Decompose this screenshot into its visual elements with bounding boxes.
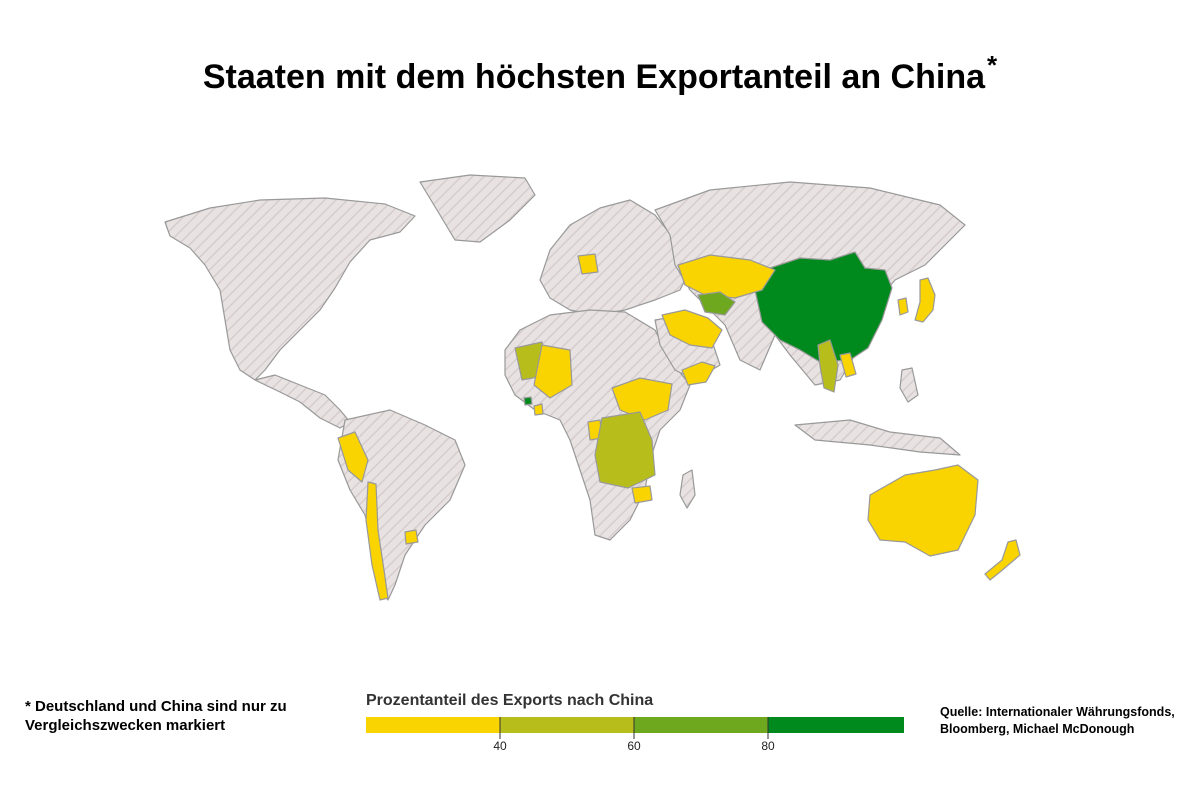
region-zimbabwe — [631, 485, 653, 504]
legend-bin-80-plus — [768, 717, 904, 733]
region-oman-yemen — [681, 361, 716, 386]
region-gambia — [523, 396, 533, 406]
landmass-greenland — [419, 174, 536, 243]
legend-title: Prozentanteil des Exports nach China — [366, 692, 654, 709]
region-mali-burkina — [533, 344, 573, 399]
world-map — [164, 174, 1021, 601]
region-turkmenistan — [697, 291, 736, 316]
title-text: Staaten mit dem höchsten Exportanteil an… — [202, 58, 985, 96]
region-new-zealand — [984, 539, 1021, 581]
region-south-korea — [897, 297, 909, 316]
landmass-north-america — [164, 197, 416, 381]
landmass-south-america — [337, 409, 466, 601]
legend-tick-label-80: 80 — [761, 739, 775, 753]
landmass-philippines — [899, 367, 919, 403]
legend-tick-label-40: 40 — [493, 739, 507, 753]
footnote: * Deutschland und China sind nur zu Verg… — [25, 698, 287, 734]
legend-bin-40-60 — [500, 717, 634, 733]
legend-bin-lowest — [366, 717, 500, 733]
region-germany — [577, 253, 599, 275]
legend-bin-60-80 — [634, 717, 768, 733]
landmass-central-america — [254, 374, 351, 429]
region-sierra-leone — [533, 403, 544, 416]
region-china — [754, 251, 893, 363]
legend-colorbar: 40 60 80 — [366, 717, 904, 753]
landmass-indonesia — [794, 419, 961, 456]
map-title: Staaten mit dem höchsten Exportanteil an… — [0, 50, 1200, 97]
region-laos — [839, 352, 857, 378]
legend-tick-label-60: 60 — [627, 739, 641, 753]
region-japan — [914, 277, 936, 323]
landmass-madagascar — [679, 469, 696, 509]
region-peru — [337, 431, 369, 483]
region-myanmar — [817, 339, 839, 393]
region-ethiopia-south-sudan — [611, 377, 673, 421]
region-chile — [365, 481, 389, 601]
region-uruguay — [404, 529, 419, 545]
region-australia — [867, 464, 979, 557]
source-note: Quelle: Internationaler Währungsfonds, B… — [940, 705, 1175, 736]
region-kazakhstan — [677, 254, 776, 299]
region-iran-iraq — [661, 309, 723, 349]
region-drc-angola-zambia — [594, 411, 656, 489]
title-asterisk: * — [987, 50, 998, 80]
